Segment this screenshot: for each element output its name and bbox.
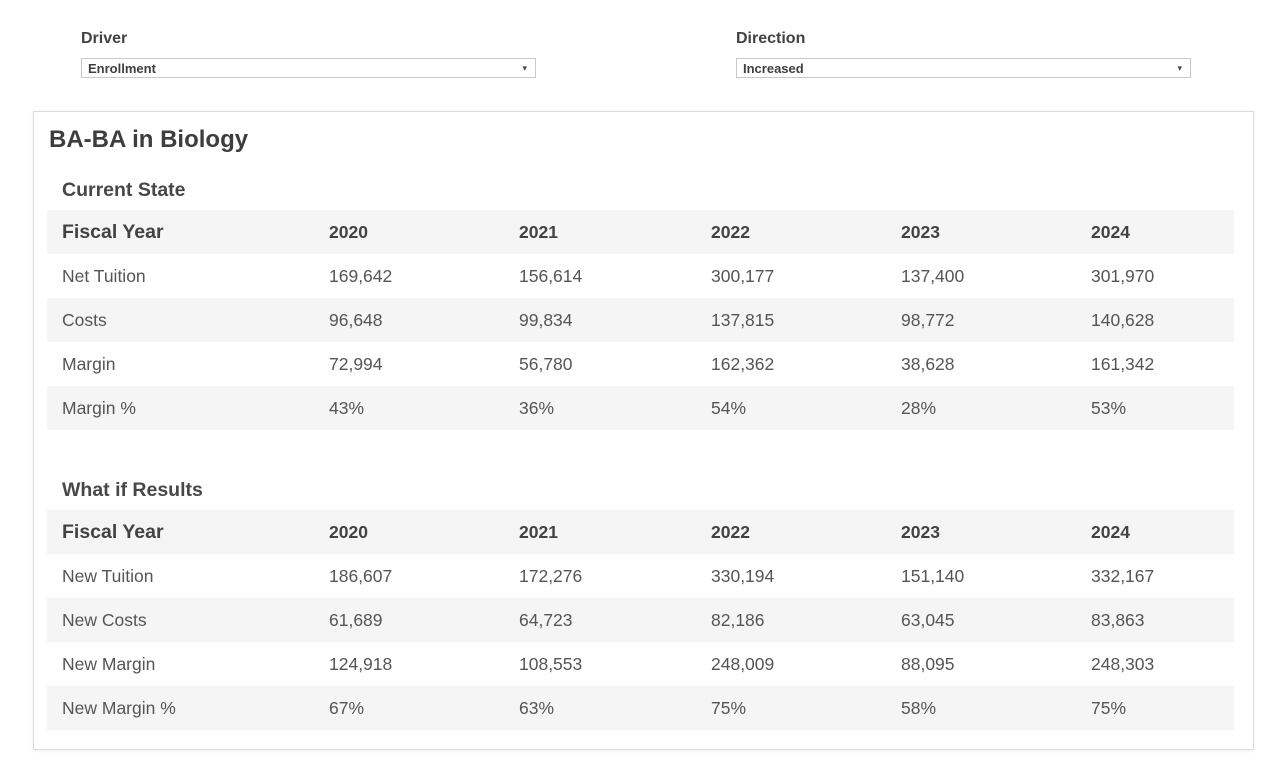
- filters-row: Driver Enrollment ▾ Direction Increased …: [0, 0, 1287, 78]
- column-header: 2022: [711, 521, 750, 542]
- column-header: 2024: [1091, 221, 1130, 242]
- row-label: New Margin %: [62, 697, 176, 718]
- table-row: Margin % 43% 36% 54% 28% 53%: [47, 386, 1234, 430]
- table-cell: 36%: [519, 397, 555, 418]
- table-header-row: Fiscal Year 2020 2021 2022 2023 2024: [47, 510, 1234, 554]
- table-row: Costs 96,648 99,834 137,815 98,772 140,628: [47, 298, 1234, 342]
- column-header: 2020: [329, 521, 368, 542]
- table-cell: 83,863: [1091, 609, 1145, 630]
- table-cell: 248,303: [1091, 653, 1155, 674]
- table-cell: 56,780: [519, 353, 573, 374]
- driver-select-value: Enrollment: [88, 60, 156, 76]
- dropdown-arrow-icon: ▾: [522, 62, 527, 73]
- current-state-heading: Current State: [62, 179, 186, 201]
- table-cell: 98,772: [901, 309, 955, 330]
- table-cell: 137,815: [711, 309, 775, 330]
- table-cell: 161,342: [1091, 353, 1155, 374]
- table-cell: 151,140: [901, 565, 965, 586]
- column-header: 2023: [901, 221, 940, 242]
- table-cell: 162,362: [711, 353, 775, 374]
- driver-filter-group: Driver Enrollment ▾: [81, 29, 536, 78]
- column-header: 2020: [329, 221, 368, 242]
- row-label: Margin: [62, 353, 116, 374]
- row-label-header: Fiscal Year: [62, 220, 164, 243]
- table-cell: 248,009: [711, 653, 775, 674]
- table-cell: 38,628: [901, 353, 955, 374]
- table-cell: 72,994: [329, 353, 383, 374]
- table-cell: 99,834: [519, 309, 573, 330]
- row-label: New Costs: [62, 609, 147, 630]
- table-cell: 108,553: [519, 653, 583, 674]
- table-cell: 88,095: [901, 653, 955, 674]
- table-cell: 330,194: [711, 565, 775, 586]
- table-cell: 64,723: [519, 609, 573, 630]
- table-cell: 156,614: [519, 265, 583, 286]
- table-cell: 169,642: [329, 265, 393, 286]
- table-cell: 172,276: [519, 565, 583, 586]
- table-cell: 96,648: [329, 309, 383, 330]
- column-header: 2021: [519, 221, 558, 242]
- driver-select[interactable]: Enrollment ▾: [81, 58, 536, 78]
- driver-label: Driver: [81, 30, 128, 47]
- table-cell: 63,045: [901, 609, 955, 630]
- direction-select[interactable]: Increased ▾: [736, 58, 1191, 78]
- current-state-table: Fiscal Year 2020 2021 2022 2023 2024 Net Tuiti…: [47, 210, 1234, 430]
- table-cell: 75%: [1091, 697, 1127, 718]
- direction-filter-group: Direction Increased ▾: [736, 29, 1191, 78]
- row-label: Net Tuition: [62, 265, 146, 286]
- table-cell: 124,918: [329, 653, 393, 674]
- table-row: New Margin 124,918 108,553 248,009 88,095 248…: [47, 642, 1234, 686]
- table-cell: 186,607: [329, 565, 393, 586]
- table-cell: 28%: [901, 397, 937, 418]
- page-title: BA-BA in Biology: [49, 126, 249, 153]
- table-cell: 67%: [329, 697, 365, 718]
- table-row: New Costs 61,689 64,723 82,186 63,045 83,863: [47, 598, 1234, 642]
- dropdown-arrow-icon: ▾: [1177, 62, 1182, 73]
- table-cell: 75%: [711, 697, 747, 718]
- table-cell: 82,186: [711, 609, 765, 630]
- table-row: New Margin % 67% 63% 75% 58% 75%: [47, 686, 1234, 730]
- table-row: New Tuition 186,607 172,276 330,194 151,140 3…: [47, 554, 1234, 598]
- row-label: New Tuition: [62, 565, 154, 586]
- row-label: Costs: [62, 309, 107, 330]
- column-header: 2021: [519, 521, 558, 542]
- row-label: Margin %: [62, 397, 136, 418]
- table-cell: 140,628: [1091, 309, 1155, 330]
- table-cell: 53%: [1091, 397, 1127, 418]
- what-if-results-heading: What if Results: [62, 479, 203, 501]
- table-cell: 300,177: [711, 265, 775, 286]
- column-header: 2023: [901, 521, 940, 542]
- direction-select-value: Increased: [743, 60, 804, 76]
- table-cell: 332,167: [1091, 565, 1155, 586]
- column-header: 2024: [1091, 521, 1130, 542]
- row-label-header: Fiscal Year: [62, 520, 164, 543]
- program-card: BA-BA in Biology Current State Fiscal Ye…: [33, 111, 1254, 750]
- table-cell: 43%: [329, 397, 365, 418]
- table-cell: 61,689: [329, 609, 383, 630]
- table-row: Net Tuition 169,642 156,614 300,177 137,400 3…: [47, 254, 1234, 298]
- column-header: 2022: [711, 221, 750, 242]
- table-cell: 58%: [901, 697, 937, 718]
- table-header-row: Fiscal Year 2020 2021 2022 2023 2024: [47, 210, 1234, 254]
- table-cell: 137,400: [901, 265, 965, 286]
- row-label: New Margin: [62, 653, 156, 674]
- table-cell: 301,970: [1091, 265, 1155, 286]
- table-cell: 63%: [519, 697, 555, 718]
- what-if-results-table: Fiscal Year 2020 2021 2022 2023 2024 New Tuiti…: [47, 510, 1234, 730]
- table-cell: 54%: [711, 397, 747, 418]
- direction-label: Direction: [736, 30, 806, 47]
- table-row: Margin 72,994 56,780 162,362 38,628 161,342: [47, 342, 1234, 386]
